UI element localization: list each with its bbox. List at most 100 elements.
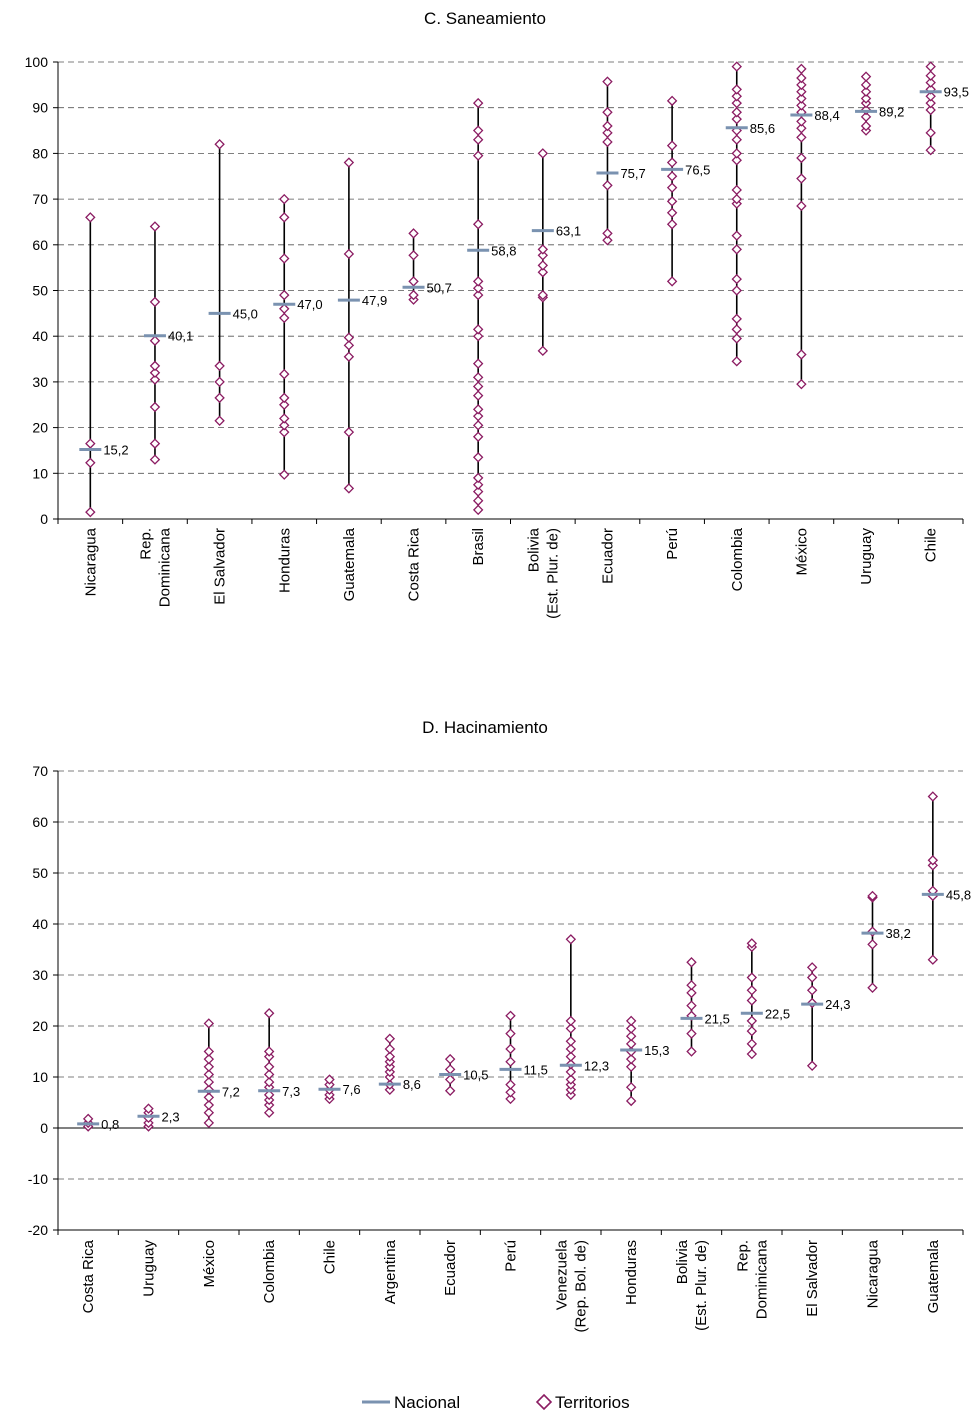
territorio-point: [149, 221, 161, 232]
territorio-point: [625, 1038, 637, 1050]
territorio-point: [203, 1061, 215, 1073]
category-label-line: México: [201, 1240, 218, 1288]
category-label-line: (Est. Plur. de): [544, 528, 561, 619]
category-label: Nicaragua: [82, 527, 99, 596]
category-label: México: [201, 1240, 218, 1288]
territorio-point: [472, 219, 484, 230]
territorio-point: [925, 91, 936, 102]
category-label: Uruguay: [858, 528, 875, 585]
territorio-point: [472, 372, 484, 383]
category-label-line: Dominicana: [156, 527, 173, 607]
territorio-point: [203, 1092, 215, 1103]
nacional-value-label: 63,1: [556, 224, 581, 239]
category-label: Brasil: [470, 528, 487, 566]
category-label-line: Guatemala: [341, 527, 358, 601]
territorio-point: [472, 479, 484, 490]
territorio-point: [537, 148, 549, 159]
territorio-point: [472, 472, 484, 484]
territorio-point: [731, 84, 742, 95]
territorio-point: [796, 79, 807, 91]
territorio-point: [537, 345, 549, 357]
category-label: Perú: [503, 1240, 520, 1272]
territorio-point: [686, 1046, 697, 1057]
territorio-point: [796, 378, 807, 390]
y-tick-label: 30: [32, 967, 48, 983]
territorio-point: [343, 483, 355, 494]
territorio-point: [444, 1085, 456, 1096]
territorio-point: [731, 113, 742, 125]
territorio-point: [686, 1000, 697, 1011]
nacional-value-label: 76,5: [685, 162, 710, 177]
territorio-point: [746, 972, 758, 983]
territorio-point: [279, 303, 290, 314]
territorio-point: [925, 104, 936, 116]
category-label-line: Honduras: [623, 1240, 640, 1305]
category-label-line: Chile: [322, 1240, 339, 1274]
territorio-point: [927, 791, 939, 802]
territorio-point: [746, 1048, 758, 1060]
y-tick-label: 0: [40, 1120, 48, 1136]
y-tick-label: 20: [32, 1018, 48, 1034]
nacional-value-label: 24,3: [825, 997, 850, 1012]
category-label-line: Argentina: [382, 1239, 399, 1304]
territorio-point: [343, 248, 355, 260]
territorio-point: [537, 244, 549, 255]
territorio-point: [472, 504, 484, 516]
territorio-point: [666, 182, 678, 193]
category-label: Rep. Dominicana: [734, 1239, 770, 1319]
category-label-line: Brasil: [470, 528, 487, 566]
territorio-point: [384, 1051, 396, 1062]
category-label-line: Perú: [664, 528, 681, 560]
territorio-point: [731, 273, 742, 285]
territorio-point: [279, 399, 290, 410]
category-label: Honduras: [276, 528, 293, 593]
territorio-point: [472, 134, 484, 145]
territorio-point: [472, 404, 484, 415]
territorio-point: [263, 1089, 275, 1101]
territorio-point: [537, 260, 549, 271]
territorio-point: [203, 1046, 215, 1057]
y-tick-label: 60: [32, 237, 48, 253]
territorio-point: [214, 360, 225, 372]
territorio-point: [860, 71, 872, 82]
territorio-point: [806, 972, 818, 983]
nacional-value-label: 22,5: [765, 1006, 790, 1021]
nacional-value-label: 75,7: [620, 166, 645, 181]
territorio-point: [625, 1030, 637, 1042]
nacional-value-label: 12,3: [584, 1058, 609, 1073]
territorio-point: [925, 77, 936, 88]
nacional-value-label: 15,2: [103, 443, 128, 458]
territorio-point: [444, 1053, 456, 1065]
y-tick-label: 60: [32, 814, 48, 830]
territorio-point: [472, 125, 484, 136]
category-label-line: Venezuela: [553, 1239, 570, 1310]
territorio-point: [731, 356, 742, 367]
territorio-point: [796, 200, 807, 212]
territorio-point: [472, 358, 484, 369]
territorio-point: [324, 1074, 335, 1085]
territorio-point: [505, 1087, 516, 1098]
territorio-point: [927, 954, 939, 965]
territorio-point: [925, 127, 936, 139]
category-label-line: Chile: [923, 528, 940, 562]
territorio-point: [472, 97, 484, 109]
territorio-point: [731, 134, 742, 145]
territorio-point: [263, 1008, 275, 1019]
territorio-point: [731, 333, 742, 344]
territorio-point: [565, 1074, 577, 1085]
nacional-value-label: 10,5: [463, 1067, 488, 1082]
category-label: Chile: [923, 528, 940, 562]
territorio-point: [731, 324, 742, 335]
territorio-point: [279, 420, 290, 431]
territorio-point: [203, 1099, 215, 1111]
category-label-line: Nicaragua: [82, 527, 99, 596]
territorio-point: [505, 1043, 516, 1055]
territorio-point: [746, 995, 758, 1006]
territorio-point: [263, 1069, 275, 1080]
category-label-line: Costa Rica: [406, 527, 423, 601]
territorio-point: [796, 152, 807, 164]
category-label: Colombia: [729, 527, 746, 591]
territorio-point: [666, 157, 678, 168]
territorio-point: [602, 107, 613, 118]
territorio-point: [625, 1095, 637, 1107]
